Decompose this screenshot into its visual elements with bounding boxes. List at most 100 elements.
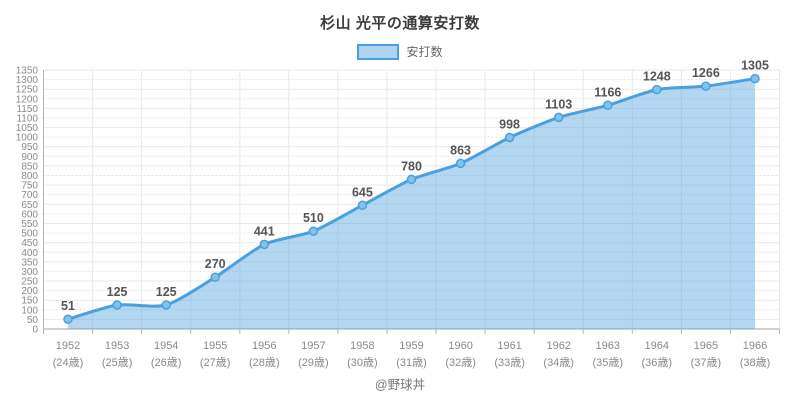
y-tick-label: 750	[21, 181, 38, 192]
x-tick-label-age: (28歳)	[249, 356, 280, 369]
x-tick-label-year: 1958	[350, 340, 374, 352]
y-tick-label: 200	[21, 286, 38, 297]
data-point-marker[interactable]	[308, 226, 319, 236]
x-tick-label-year: 1952	[56, 340, 80, 352]
y-tick-label: 650	[21, 200, 38, 211]
data-point-label: 1248	[643, 70, 671, 84]
data-point-label: 863	[450, 143, 471, 157]
x-axis-labels: 1952 (24歳) 1953 (25歳) 1954 (26歳) 1955 (27歳) 1956…	[53, 340, 771, 369]
data-point-marker[interactable]	[357, 200, 368, 211]
y-axis-labels: 0501001502002503003504004505005506006507…	[16, 66, 39, 336]
y-tick-label: 1050	[16, 123, 39, 134]
data-point-label: 441	[254, 224, 275, 238]
data-point-marker[interactable]	[161, 300, 171, 310]
y-tick-label: 150	[21, 296, 38, 307]
series-area	[68, 78, 755, 329]
y-tick-label: 900	[21, 152, 38, 163]
legend-swatch	[357, 43, 400, 60]
x-tick-label-year: 1954	[154, 340, 178, 352]
data-point-marker[interactable]	[652, 84, 662, 95]
x-tick-label-year: 1957	[301, 340, 325, 352]
data-point-marker[interactable]	[750, 73, 760, 84]
y-tick-label: 700	[21, 190, 38, 201]
x-tick-label-age: (34歳)	[543, 356, 574, 369]
data-point-label: 1305	[741, 59, 769, 73]
data-point-label: 1166	[594, 85, 621, 99]
x-tick-label-year: 1964	[645, 340, 669, 352]
y-tick-label: 1000	[16, 133, 39, 144]
y-tick-label: 0	[32, 325, 38, 336]
x-tick-label-age: (33歳)	[494, 356, 525, 369]
y-tick-label: 250	[21, 277, 38, 288]
y-tick-label: 300	[21, 267, 38, 278]
data-point-label: 510	[303, 211, 324, 225]
data-point-marker[interactable]	[210, 272, 220, 282]
y-tick-label: 400	[21, 248, 38, 259]
y-tick-label: 500	[21, 229, 38, 240]
y-tick-label: 550	[21, 219, 38, 230]
y-tick-label: 350	[21, 257, 38, 268]
data-point-marker[interactable]	[603, 100, 613, 111]
data-point-label: 51	[61, 299, 75, 313]
legend-item-hits[interactable]: 安打数	[357, 43, 443, 60]
x-tick-label-year: 1966	[743, 340, 767, 352]
data-point-label: 125	[156, 285, 177, 299]
data-point-label: 645	[352, 185, 373, 199]
data-labels: 51 125 125 270 441 510 645 780 863 998 1103 1166 124…	[61, 59, 769, 314]
x-tick-label-age: (25歳)	[102, 356, 133, 369]
data-point-marker[interactable]	[63, 314, 73, 324]
x-tick-label-age: (32歳)	[445, 356, 476, 369]
data-point-marker[interactable]	[112, 300, 122, 310]
y-tick-label: 1200	[16, 94, 39, 105]
watermark: @野球丼	[374, 378, 426, 392]
x-tick-label-year: 1953	[105, 340, 129, 352]
x-tick-label-age: (27歳)	[200, 356, 231, 369]
y-tick-label: 1250	[16, 85, 39, 96]
legend-label: 安打数	[406, 45, 443, 59]
x-tick-label-age: (29歳)	[298, 356, 329, 369]
legend: 安打数	[0, 43, 800, 60]
x-tick-label-year: 1963	[596, 340, 620, 352]
y-tick-label: 1300	[16, 75, 39, 86]
y-tick-label: 100	[21, 305, 38, 316]
x-tick-label-age: (30歳)	[347, 356, 378, 369]
x-tick-label-year: 1962	[546, 340, 570, 352]
x-tick-label-age: (31歳)	[396, 356, 427, 369]
gridlines	[43, 69, 780, 334]
y-tick-label: 800	[21, 171, 38, 182]
data-point-label: 270	[205, 257, 226, 271]
y-tick-label: 50	[27, 315, 39, 326]
x-tick-label-age: (37歳)	[691, 356, 722, 369]
data-point-label: 1103	[545, 97, 572, 111]
data-point-marker[interactable]	[553, 112, 564, 123]
data-point-label: 780	[401, 159, 422, 173]
data-point-marker[interactable]	[406, 174, 417, 185]
y-tick-label: 450	[21, 238, 38, 249]
x-tick-label-year: 1965	[694, 340, 718, 352]
x-tick-label-age: (26歳)	[151, 356, 182, 369]
x-tick-label-year: 1961	[497, 340, 521, 352]
x-tick-label-age: (38歳)	[740, 356, 771, 369]
data-point-marker[interactable]	[701, 81, 711, 91]
x-tick-label-year: 1960	[448, 340, 472, 352]
y-tick-label: 950	[21, 142, 38, 153]
data-point-label: 998	[499, 118, 520, 132]
data-point-marker[interactable]	[259, 239, 270, 250]
x-tick-label-year: 1956	[252, 340, 276, 352]
data-points	[63, 73, 760, 324]
data-point-marker[interactable]	[504, 132, 515, 143]
x-tick-label-year: 1955	[203, 340, 227, 352]
data-point-label: 1266	[692, 66, 720, 80]
x-tick-label-age: (24歳)	[53, 356, 84, 369]
data-point-marker[interactable]	[455, 158, 466, 169]
y-tick-label: 1150	[16, 104, 38, 115]
x-tick-label-year: 1959	[399, 340, 423, 352]
x-tick-label-age: (36歳)	[642, 356, 673, 369]
x-tick-label-age: (35歳)	[593, 356, 624, 369]
y-tick-label: 600	[21, 209, 38, 220]
y-tick-label: 850	[21, 161, 38, 172]
y-tick-label: 1100	[16, 114, 38, 125]
chart-title: 杉山 光平の通算安打数	[320, 15, 480, 32]
